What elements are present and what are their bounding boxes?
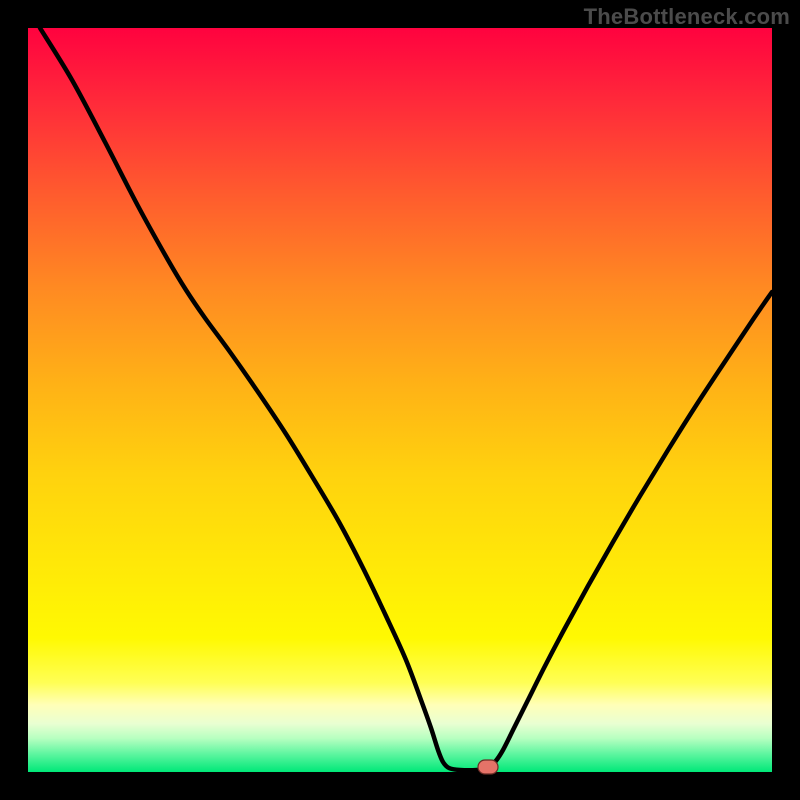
chart-background xyxy=(28,28,772,772)
watermark-text: TheBottleneck.com xyxy=(584,4,790,30)
bottleneck-chart xyxy=(0,0,800,800)
optimal-point-marker xyxy=(478,760,498,774)
